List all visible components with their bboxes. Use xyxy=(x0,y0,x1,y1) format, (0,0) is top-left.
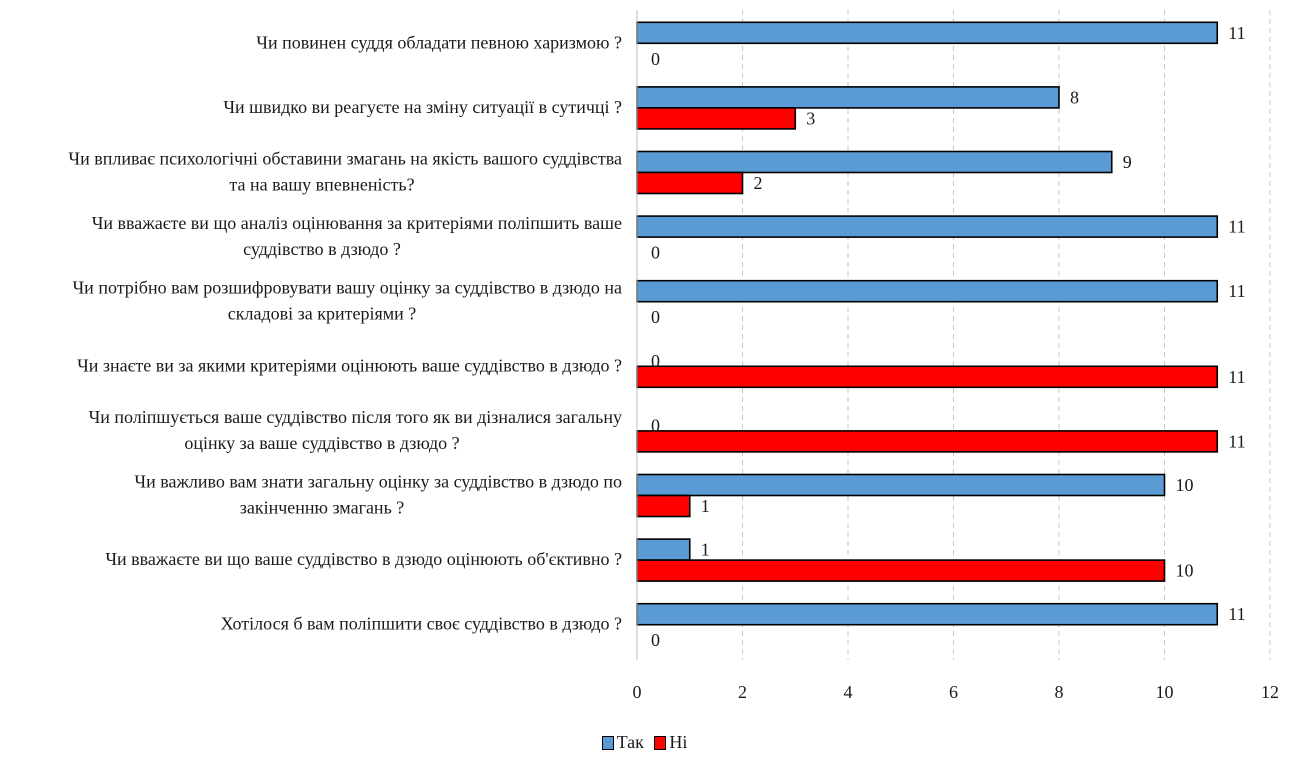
legend: Так Ні xyxy=(0,732,1289,755)
legend-label-ni: Ні xyxy=(669,732,688,752)
value-label-tak-4: 11 xyxy=(1228,217,1245,237)
x-tick-label-8: 8 xyxy=(1055,682,1064,702)
value-label-tak-3: 9 xyxy=(1123,152,1132,172)
category-label-2: Чи швидко ви реагуєте на зміну ситуації … xyxy=(223,97,622,117)
bar-ni-2[interactable] xyxy=(636,107,797,130)
bar-tak-3[interactable] xyxy=(636,150,1113,174)
legend-item-tak[interactable]: Так xyxy=(601,732,644,753)
x-tick-label-10: 10 xyxy=(1156,682,1174,702)
legend-item-ni[interactable]: Ні xyxy=(654,732,687,753)
category-label-line: Чи повинен суддя обладати певною харизмо… xyxy=(256,32,622,52)
category-label-line: Чи вважаєте ви що аналіз оцінювання за к… xyxy=(92,213,622,233)
category-label-line: Чи впливає психологічні обставини змаган… xyxy=(68,149,622,169)
bar-tak-8[interactable] xyxy=(636,473,1166,497)
value-label-tak-8: 10 xyxy=(1176,475,1194,495)
bar-ni-3[interactable] xyxy=(636,171,744,195)
category-label-5: Чи потрібно вам розшифровувати вашу оцін… xyxy=(72,278,622,324)
value-label-tak-2: 8 xyxy=(1070,87,1079,107)
x-tick-label-12: 12 xyxy=(1261,682,1279,702)
x-tick-label-0: 0 xyxy=(633,682,642,702)
category-label-4: Чи вважаєте ви що аналіз оцінювання за к… xyxy=(92,213,622,259)
category-label-1: Чи повинен суддя обладати певною харизмо… xyxy=(256,32,622,52)
category-label-7: Чи поліпшується ваше суддівство після то… xyxy=(89,407,622,453)
category-label-line: Чи потрібно вам розшифровувати вашу оцін… xyxy=(72,278,622,298)
bar-tak-1[interactable] xyxy=(636,21,1219,45)
value-label-tak-1: 11 xyxy=(1228,23,1245,43)
value-label-tak-6: 0 xyxy=(651,351,660,371)
category-label-8: Чи важливо вам знати загальну оцінку за … xyxy=(134,472,622,518)
bar-ni-7[interactable] xyxy=(636,430,1219,453)
value-label-ni-4: 0 xyxy=(651,243,660,263)
value-label-ni-6: 11 xyxy=(1228,367,1245,387)
bar-tak-5[interactable] xyxy=(636,279,1219,303)
x-tick-label-4: 4 xyxy=(844,682,853,702)
value-label-ni-9: 10 xyxy=(1176,561,1194,581)
bar-tak-10[interactable] xyxy=(636,602,1219,626)
category-label-line: Чи поліпшується ваше суддівство після то… xyxy=(89,407,622,427)
legend-swatch-ni xyxy=(654,735,667,750)
category-label-line: складові за критеріями ? xyxy=(228,304,417,324)
value-label-ni-8: 1 xyxy=(701,496,710,516)
legend-swatch-tak xyxy=(601,735,614,750)
category-label-6: Чи знаєте ви за якими критеріями оцінюют… xyxy=(77,355,622,375)
category-label-line: закінченню змагань ? xyxy=(240,498,405,518)
bars xyxy=(636,21,1219,626)
bar-tak-9[interactable] xyxy=(636,538,691,561)
category-label-10: Хотілося б вам поліпшити своє суддівство… xyxy=(221,614,622,634)
value-label-ni-7: 11 xyxy=(1228,431,1245,451)
category-label-9: Чи вважаєте ви що ваше суддівство в дзюд… xyxy=(105,549,622,569)
category-labels: Чи повинен суддя обладати певною харизмо… xyxy=(68,32,622,633)
category-label-line: Чи вважаєте ви що ваше суддівство в дзюд… xyxy=(105,549,622,569)
category-label-line: оцінку за ваше суддівство в дзюдо ? xyxy=(184,433,459,453)
category-label-line: Чи швидко ви реагуєте на зміну ситуації … xyxy=(223,97,622,117)
value-label-ni-3: 2 xyxy=(754,173,763,193)
category-label-line: Чи знаєте ви за якими критеріями оцінюют… xyxy=(77,355,622,375)
value-label-ni-2: 3 xyxy=(806,108,815,128)
category-label-3: Чи впливає психологічні обставини змаган… xyxy=(68,149,622,195)
value-label-tak-10: 11 xyxy=(1228,604,1245,624)
category-label-line: суддівство в дзюдо ? xyxy=(243,239,401,259)
value-label-ni-10: 0 xyxy=(651,630,660,650)
bar-ni-6[interactable] xyxy=(636,365,1219,389)
category-label-line: Хотілося б вам поліпшити своє суддівство… xyxy=(221,614,622,634)
value-label-tak-9: 1 xyxy=(701,540,710,560)
x-axis: 0 2 4 6 8 10 12 xyxy=(633,10,1279,702)
bar-tak-2[interactable] xyxy=(636,86,1060,109)
bar-ni-8[interactable] xyxy=(636,494,691,518)
value-label-tak-5: 11 xyxy=(1228,281,1245,301)
bar-tak-4[interactable] xyxy=(636,215,1219,238)
category-label-line: Чи важливо вам знати загальну оцінку за … xyxy=(134,472,622,492)
category-label-line: та на вашу впевненість? xyxy=(229,175,414,195)
value-label-tak-7: 0 xyxy=(651,415,660,435)
bar-ni-9[interactable] xyxy=(636,559,1166,582)
value-label-ni-5: 0 xyxy=(651,307,660,327)
value-label-ni-1: 0 xyxy=(651,49,660,69)
x-tick-label-6: 6 xyxy=(949,682,958,702)
legend-label-tak: Так xyxy=(616,732,644,752)
x-tick-label-2: 2 xyxy=(738,682,747,702)
